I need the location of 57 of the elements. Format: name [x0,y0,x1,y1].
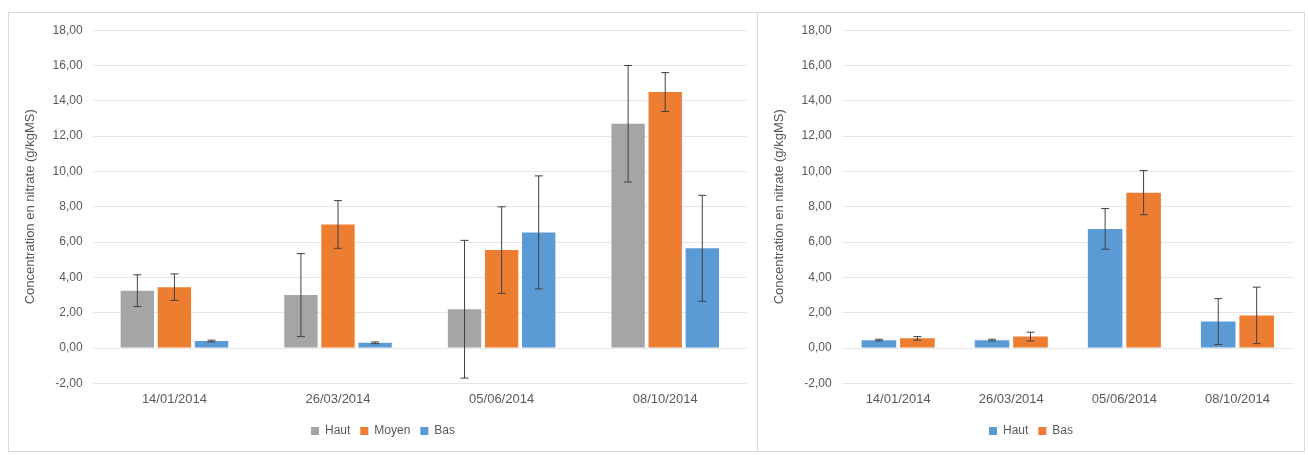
x-tick-label: 14/01/2014 [865,390,931,406]
bar [358,342,392,348]
bar [974,340,1010,348]
x-tick-label: 05/06/2014 [469,390,535,406]
y-tick-label: 2,00 [808,305,832,320]
y-tick-label: 12,00 [801,128,832,143]
bar [447,309,482,348]
y-tick-label: 10,00 [801,163,832,178]
y-tick-label: 6,00 [808,234,832,249]
legend-label: Bas [1052,423,1074,438]
bar [1126,192,1161,348]
y-tick-label: 10,00 [52,163,83,178]
legend-label: Moyen [374,423,411,438]
y-tick-label: 8,00 [808,199,832,214]
bar [1239,315,1274,348]
y-tick-label: -2,00 [55,375,83,390]
y-axis-title: Concentration en nitrate (g/kgMS) [771,109,787,305]
y-tick-label: 0,00 [59,340,83,355]
bar [1200,321,1236,348]
bar [685,248,719,348]
x-tick-label: 26/03/2014 [978,390,1044,406]
y-tick-label: 6,00 [59,234,83,249]
bar [861,340,897,348]
y-tick-label: 14,00 [52,93,83,108]
bar [484,250,519,348]
y-tick-label: 18,00 [801,22,832,37]
x-tick-label: 14/01/2014 [141,390,207,406]
bar [648,92,682,348]
bar [321,224,355,348]
bar [900,338,935,348]
bar [611,123,645,348]
legend-label: Haut [324,423,351,438]
x-tick-label: 26/03/2014 [305,390,371,406]
y-tick-label: 12,00 [52,128,83,143]
x-tick-label: 05/06/2014 [1091,390,1157,406]
y-tick-label: 18,00 [52,22,83,37]
y-axis-title: Concentration en nitrate (g/kgMS) [22,109,38,305]
y-tick-label: 4,00 [59,269,83,284]
bar [120,290,155,348]
bar [157,287,192,348]
bar [1013,336,1048,348]
x-tick-label: 08/10/2014 [1204,390,1270,406]
y-tick-label: 16,00 [52,57,83,72]
bar [284,295,318,348]
bar [522,232,556,348]
y-tick-label: 0,00 [808,340,832,355]
x-tick-label: 08/10/2014 [632,390,698,406]
legend-label: Bas [434,423,456,438]
y-tick-label: -2,00 [804,375,832,390]
y-tick-label: 2,00 [59,305,83,320]
y-tick-label: 8,00 [59,199,83,214]
legend-label: Haut [1002,423,1029,438]
y-tick-label: 14,00 [801,93,832,108]
y-tick-label: 16,00 [801,57,832,72]
bar [1087,228,1123,348]
y-tick-label: 4,00 [808,269,832,284]
bar [194,341,229,348]
